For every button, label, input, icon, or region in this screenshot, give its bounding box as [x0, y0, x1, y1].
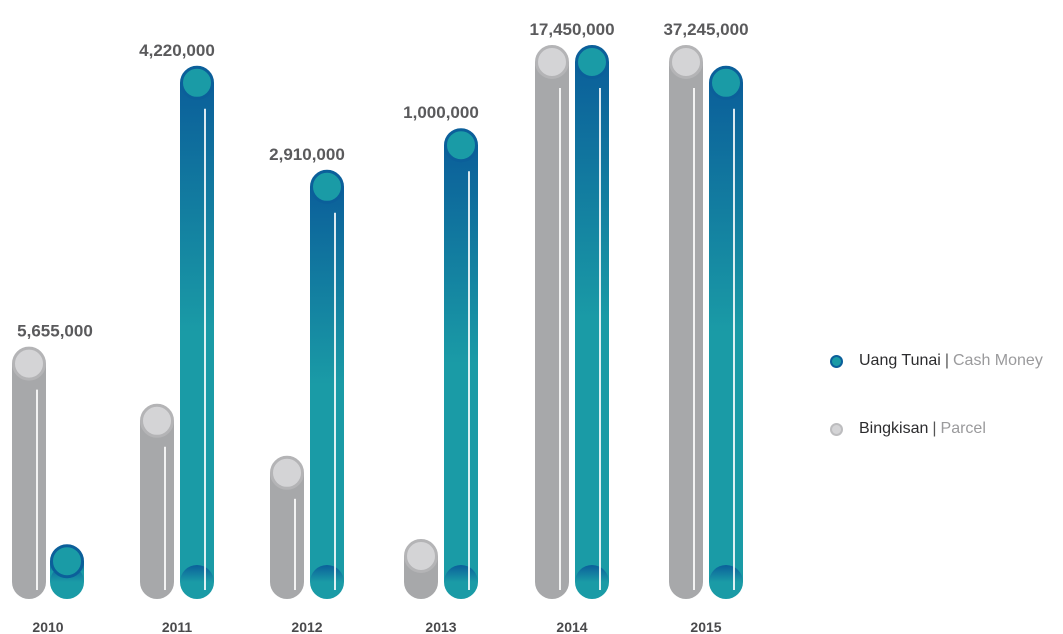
x-tick-label: 2013	[425, 619, 456, 634]
legend-sublabel-parcel: Parcel	[940, 420, 986, 437]
cash-bar-2012	[310, 169, 344, 599]
value-label: 2,910,000	[269, 145, 345, 164]
legend-swatch-cash	[830, 354, 843, 368]
legend-label-parcel: Bingkisan	[859, 420, 929, 437]
legend-item-cash: Uang Tunai | Cash Money	[830, 348, 1043, 374]
value-label: 1,000,000	[403, 103, 479, 122]
cash-bar-2013	[444, 128, 478, 599]
labels-layer: 5,655,000 2010 4,220,000 2011 2,910,000 2012 1…	[17, 20, 748, 634]
x-tick-label: 2011	[162, 619, 193, 634]
parcel-bar-2012	[270, 455, 304, 599]
legend-separator: |	[932, 420, 937, 437]
value-label: 17,450,000	[529, 20, 614, 39]
x-tick-label: 2014	[556, 619, 587, 634]
legend-sublabel-cash: Cash Money	[953, 352, 1043, 369]
x-tick-label: 2010	[32, 619, 63, 634]
value-label: 5,655,000	[17, 322, 93, 341]
legend: Uang Tunai | Cash Money Bingkisan | Parc…	[830, 348, 1043, 484]
x-tick-label: 2015	[690, 619, 721, 634]
parcel-bar-2014	[535, 45, 569, 599]
parcel-bar-2011	[140, 403, 174, 599]
cash-bar-2010	[50, 544, 84, 599]
legend-separator: |	[944, 352, 949, 369]
cash-bar-2011	[180, 65, 214, 599]
legend-swatch-parcel	[830, 422, 843, 436]
cash-bar-2015	[709, 65, 743, 599]
parcel-bar-2015	[669, 45, 703, 599]
legend-item-parcel: Bingkisan | Parcel	[830, 416, 1043, 442]
value-label: 37,245,000	[663, 20, 748, 39]
value-label: 4,220,000	[139, 41, 215, 60]
bars-layer	[12, 45, 743, 599]
cash-bar-2014	[575, 45, 609, 599]
parcel-bar-2013	[404, 539, 438, 599]
x-tick-label: 2012	[291, 619, 322, 634]
legend-label-cash: Uang Tunai	[859, 352, 941, 369]
parcel-bar-2010	[12, 346, 46, 599]
